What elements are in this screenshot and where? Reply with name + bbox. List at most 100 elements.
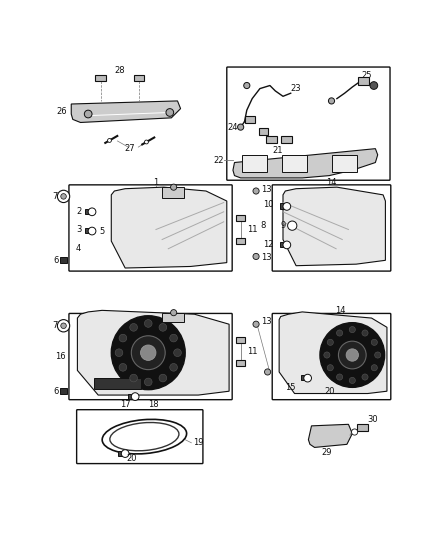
Circle shape [370, 82, 378, 90]
Circle shape [288, 221, 297, 230]
Bar [280, 242, 286, 247]
Circle shape [339, 341, 366, 369]
Circle shape [265, 369, 271, 375]
Circle shape [88, 208, 96, 216]
FancyBboxPatch shape [77, 410, 203, 464]
Bar [85, 209, 91, 214]
Circle shape [119, 334, 127, 342]
Bar [94, 378, 141, 389]
Circle shape [57, 320, 70, 332]
Circle shape [283, 203, 291, 210]
Text: 29: 29 [321, 448, 332, 457]
Bar [118, 450, 124, 456]
Text: 6: 6 [53, 387, 59, 395]
Circle shape [159, 374, 167, 382]
Circle shape [145, 320, 152, 327]
Bar [162, 187, 184, 198]
Bar [280, 203, 286, 209]
Text: 18: 18 [148, 400, 159, 409]
Text: 13: 13 [261, 254, 271, 262]
Circle shape [362, 330, 368, 336]
Polygon shape [308, 424, 352, 447]
Circle shape [283, 241, 291, 249]
Bar [236, 336, 245, 343]
Text: 11: 11 [247, 346, 257, 356]
Polygon shape [71, 101, 180, 123]
Circle shape [374, 352, 381, 358]
Circle shape [362, 374, 368, 380]
Circle shape [108, 139, 111, 142]
Bar [162, 313, 184, 322]
Circle shape [349, 377, 355, 384]
FancyBboxPatch shape [69, 185, 232, 271]
Text: 12: 12 [263, 240, 274, 249]
Ellipse shape [110, 423, 179, 451]
Circle shape [159, 324, 167, 331]
Bar [236, 360, 245, 366]
Circle shape [170, 310, 177, 316]
Circle shape [253, 253, 259, 260]
Bar [332, 155, 357, 172]
Bar [245, 116, 254, 123]
Circle shape [141, 345, 156, 360]
Circle shape [371, 339, 378, 345]
Polygon shape [279, 312, 387, 393]
Text: 14: 14 [326, 178, 337, 187]
Circle shape [327, 339, 333, 345]
Text: 4: 4 [76, 244, 81, 253]
Circle shape [244, 83, 250, 88]
Text: 7: 7 [53, 192, 58, 201]
FancyBboxPatch shape [227, 67, 390, 180]
Circle shape [61, 323, 66, 328]
Circle shape [131, 336, 165, 370]
Text: 9: 9 [280, 221, 285, 230]
Text: 16: 16 [55, 352, 66, 361]
Circle shape [115, 349, 123, 357]
Bar [60, 388, 67, 394]
Circle shape [121, 450, 129, 457]
Text: 25: 25 [361, 71, 371, 80]
Bar [358, 77, 369, 85]
Circle shape [145, 378, 152, 386]
Circle shape [327, 365, 333, 371]
Circle shape [170, 334, 177, 342]
Circle shape [130, 324, 138, 331]
Circle shape [352, 429, 358, 435]
Bar [236, 215, 245, 221]
Text: 3: 3 [76, 225, 81, 234]
Text: 17: 17 [120, 400, 131, 409]
Text: 28: 28 [114, 66, 125, 75]
Text: 6: 6 [53, 256, 59, 265]
Ellipse shape [102, 419, 187, 454]
Circle shape [145, 140, 148, 144]
Circle shape [88, 227, 96, 235]
Circle shape [85, 110, 92, 118]
Circle shape [328, 98, 335, 104]
Bar [357, 424, 367, 431]
Circle shape [320, 322, 385, 387]
Text: 14: 14 [336, 306, 346, 315]
Text: 8: 8 [260, 221, 265, 230]
FancyBboxPatch shape [272, 185, 391, 271]
FancyBboxPatch shape [69, 313, 232, 400]
Polygon shape [111, 187, 227, 268]
Text: 22: 22 [213, 156, 224, 165]
Text: 21: 21 [272, 146, 283, 155]
Text: 7: 7 [53, 321, 58, 330]
Text: 24: 24 [228, 123, 238, 132]
Polygon shape [233, 149, 378, 178]
Bar [242, 155, 267, 172]
Text: 30: 30 [367, 415, 378, 424]
Circle shape [346, 349, 358, 361]
Text: 2: 2 [76, 207, 81, 216]
Text: 5: 5 [99, 227, 104, 236]
Text: 11: 11 [247, 225, 257, 234]
Circle shape [130, 374, 138, 382]
Circle shape [170, 184, 177, 190]
Bar [236, 238, 245, 244]
Circle shape [304, 374, 311, 382]
Circle shape [253, 321, 259, 327]
Bar [282, 135, 292, 143]
Text: 27: 27 [124, 144, 135, 153]
Bar [60, 257, 67, 263]
